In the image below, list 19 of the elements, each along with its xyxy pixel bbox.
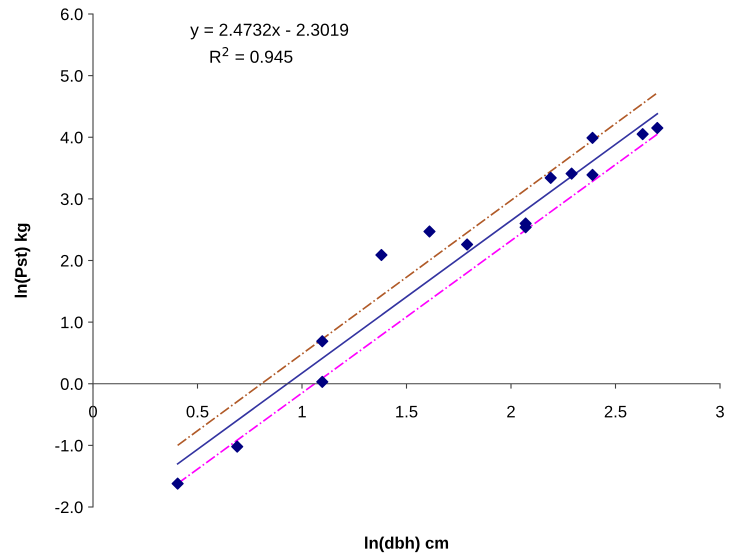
x-tick-label: 1.5 [396,406,418,418]
x-axis-title: ln(dbh) cm [365,536,448,552]
x-tick-label: 3 [716,406,724,418]
y-axis-title: ln(Pst) kg [14,224,30,298]
y-tick-label: 0.0 [60,378,83,390]
y-tick-label: 2.0 [60,254,83,267]
y-tick-label: 3.0 [60,193,83,206]
x-tick-label: 2 [507,406,515,418]
x-tick-label: 2.5 [604,406,626,418]
y-tick-label: 6.0 [60,8,83,20]
x-tick-label: 1 [298,406,306,418]
y-tick-label: -1.0 [55,440,83,452]
y-tick-label: 4.0 [60,132,83,144]
y-tick-label: 1.0 [61,316,83,328]
annotation: R$^{2}$ = 0.945 [210,47,292,63]
y-tick-label: -2.0 [55,501,83,514]
x-tick-label: 0.5 [186,406,208,418]
y-tick-label: 5.0 [60,70,83,82]
annotation: y = 2.4732x - 2.3019 [190,24,348,40]
